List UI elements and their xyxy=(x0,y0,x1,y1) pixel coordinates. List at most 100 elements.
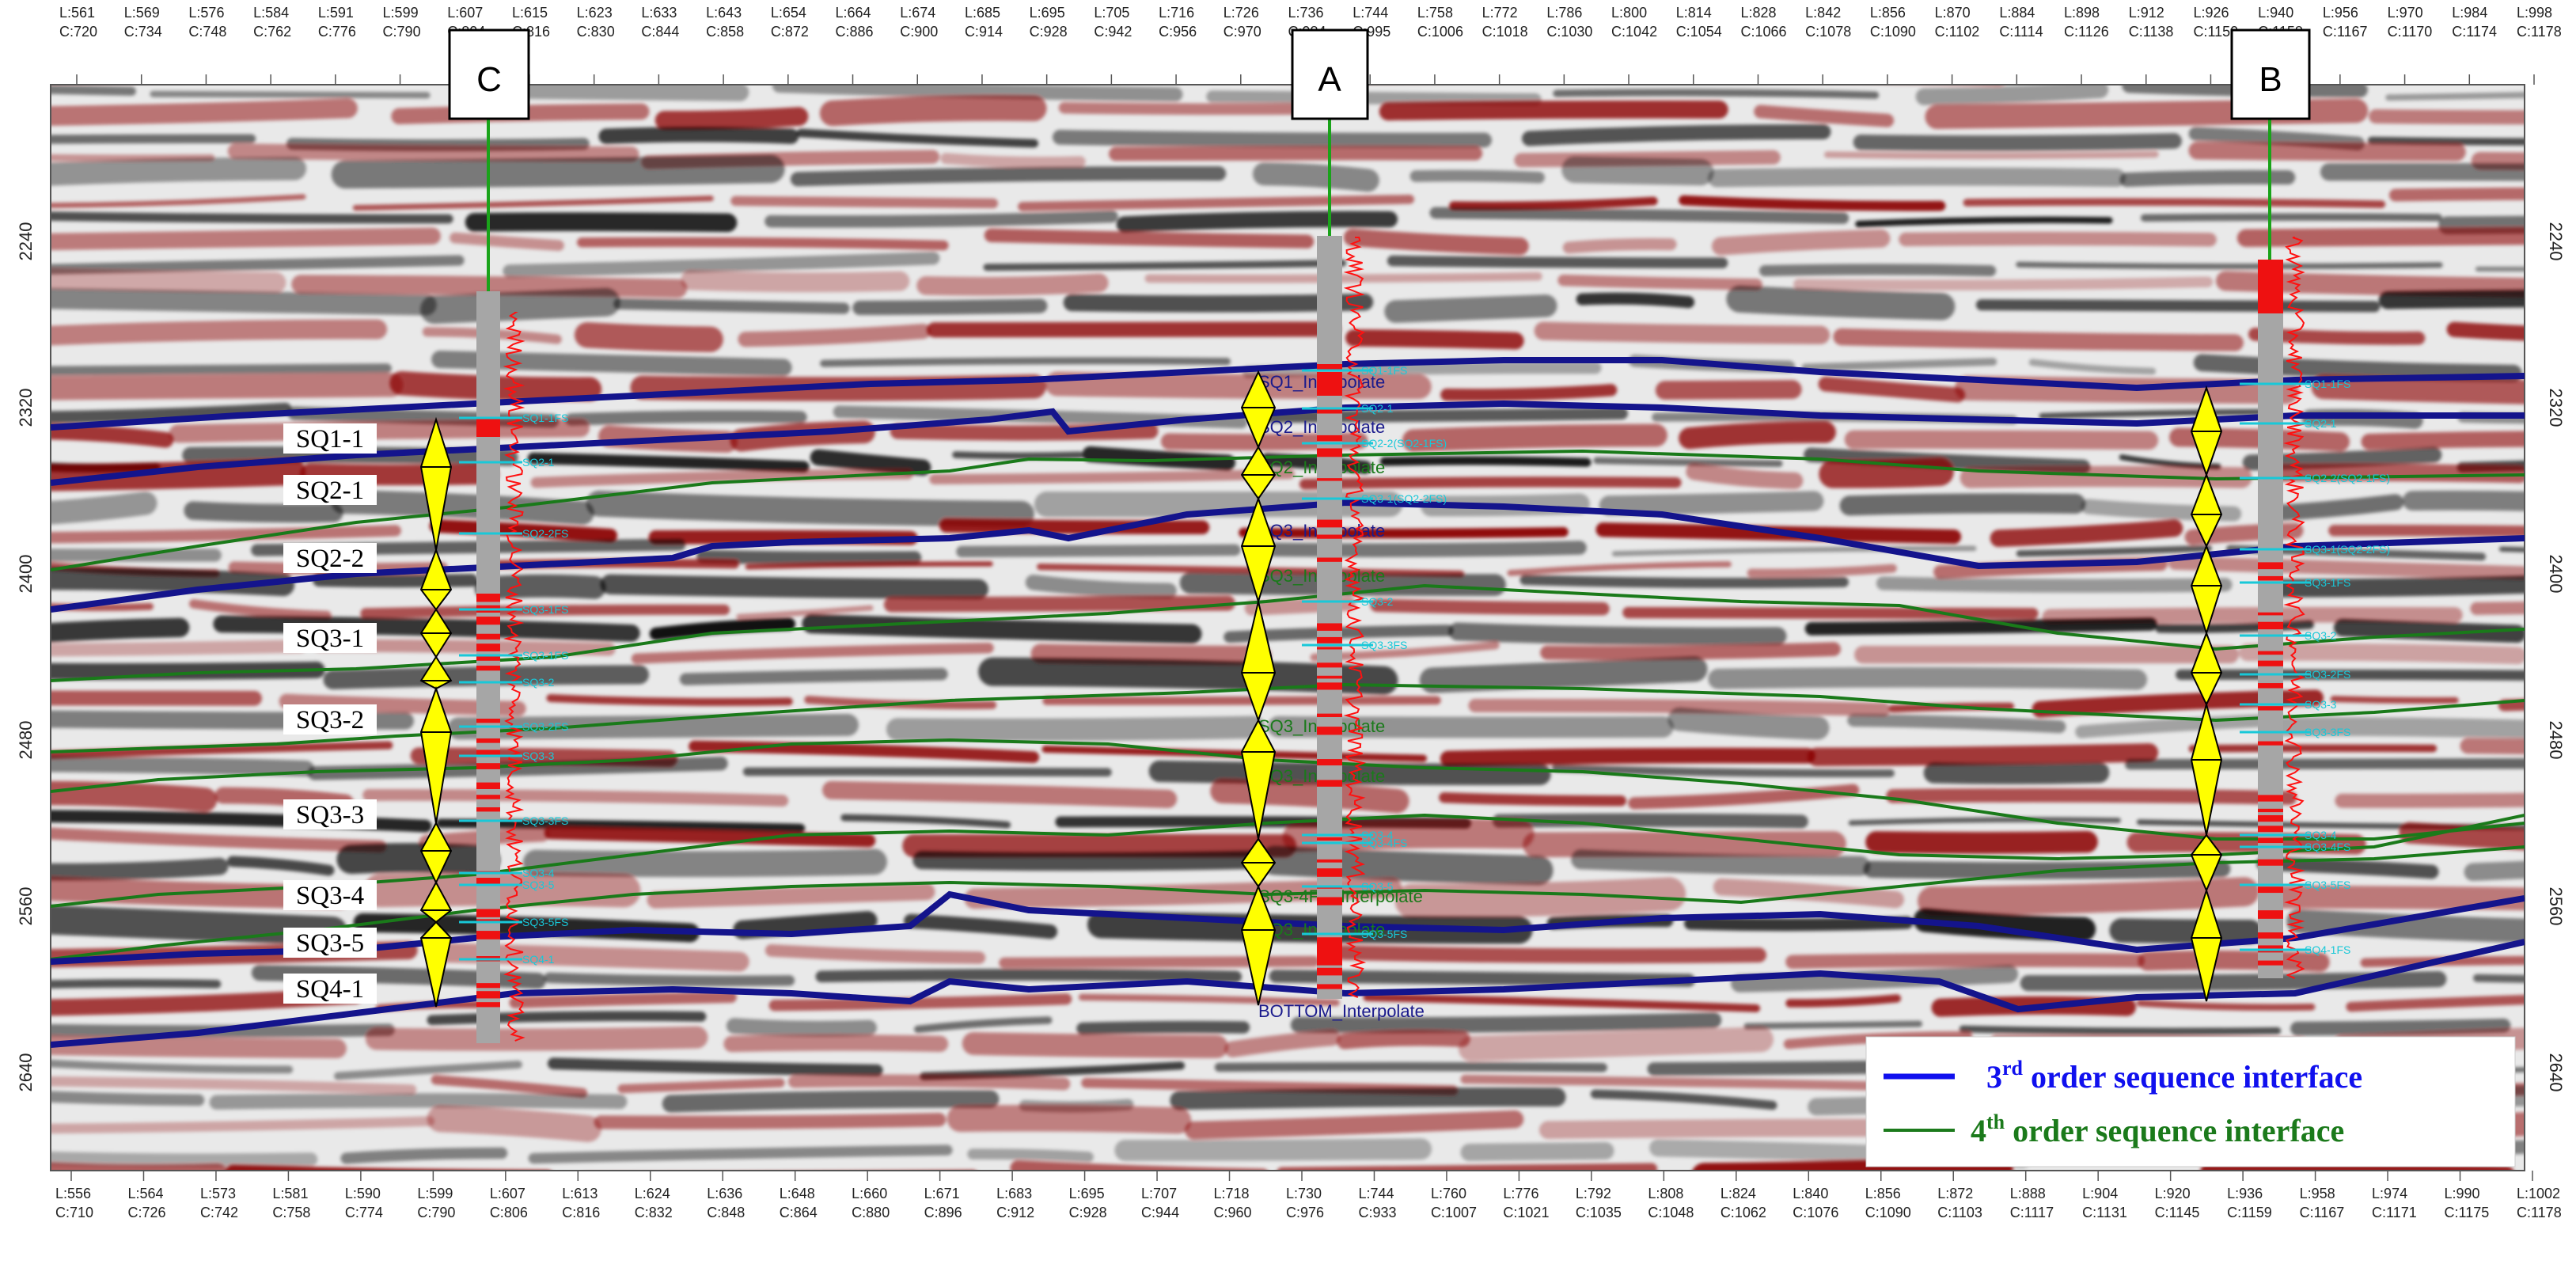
bottom-crossline-label: C:774 xyxy=(345,1205,383,1220)
seismic-event xyxy=(818,1169,976,1171)
seismic-event xyxy=(787,1074,1071,1091)
log-block xyxy=(476,418,500,437)
top-inline-label: L:926 xyxy=(2193,5,2229,21)
top-crossline-label: C:720 xyxy=(59,24,97,40)
seismic-event xyxy=(600,574,988,600)
bottom-inline-label: L:920 xyxy=(2155,1186,2191,1201)
bottom-inline-label: L:624 xyxy=(635,1186,670,1201)
seismic-event xyxy=(2438,215,2525,235)
bottom-crossline-label: C:1062 xyxy=(1720,1205,1766,1220)
sequence-label: SQ3-3 xyxy=(296,801,364,829)
seismic-event xyxy=(547,1057,883,1076)
sequence-label: SQ1-1 xyxy=(296,425,364,454)
third-order-horizon-3 xyxy=(51,499,2525,613)
marker-label: SQ3-1FS xyxy=(522,603,568,616)
seismic-event xyxy=(2378,289,2525,309)
log-block xyxy=(476,718,500,723)
seismic-event xyxy=(226,856,335,876)
seismic-event xyxy=(2028,359,2157,375)
log-block xyxy=(2258,741,2283,746)
bottom-inline-label: L:695 xyxy=(1069,1186,1105,1201)
seismic-event xyxy=(2125,758,2525,770)
top-crossline-label: C:1042 xyxy=(1611,24,1657,40)
top-inline-label: L:664 xyxy=(836,5,871,21)
top-inline-label: L:615 xyxy=(512,5,548,21)
bottom-crossline-label: C:726 xyxy=(127,1205,165,1220)
seismic-event xyxy=(546,694,793,707)
log-block xyxy=(1317,372,1342,396)
log-block xyxy=(476,807,500,812)
well-markers: SQ1-1FS SQ2-1 SQ2-2FS SQ3-1FS SQ3-1FS SQ3-2 SQ… xyxy=(459,364,2390,966)
sequence-label-bg xyxy=(283,423,377,454)
sequence-label: SQ3-1 xyxy=(296,624,364,653)
seismic-event xyxy=(1030,643,1272,666)
seismic-event xyxy=(51,602,154,611)
log-block xyxy=(476,909,500,917)
seismic-event xyxy=(1667,707,1830,740)
bottom-crossline-label: C:880 xyxy=(852,1205,890,1220)
top-inline-label: L:828 xyxy=(1740,5,1776,21)
log-block xyxy=(1317,647,1342,650)
marker-label: SQ3-5FS xyxy=(522,916,568,928)
seismic-event xyxy=(1449,196,1658,211)
sequence-label-bg xyxy=(283,475,377,505)
bottom-inline-label: L:607 xyxy=(490,1186,525,1201)
bottom-crossline-label: C:864 xyxy=(780,1205,818,1220)
log-block xyxy=(1317,435,1342,442)
bottom-crossline-label: C:742 xyxy=(200,1205,238,1220)
bottom-crossline-label: C:1175 xyxy=(2445,1205,2490,1220)
bottom-crossline-label: C:1167 xyxy=(2300,1205,2345,1220)
top-crossline-label: C:776 xyxy=(318,24,356,40)
seismic-event xyxy=(1785,994,1902,1008)
marker-label: SQ3-3 xyxy=(522,750,555,762)
top-crossline-label: C:886 xyxy=(836,24,874,40)
sequence-label-bg xyxy=(283,974,377,1004)
seismic-event xyxy=(1899,231,2217,247)
seismic-event xyxy=(1507,561,1732,576)
sequence-triangle xyxy=(419,920,453,1008)
seismic-event xyxy=(647,883,935,909)
bottom-inline-label: L:958 xyxy=(2300,1186,2335,1201)
seismic-event xyxy=(2140,213,2442,222)
seismic-event xyxy=(1963,198,2386,208)
seismic-event xyxy=(1440,384,1618,401)
bottom-crossline-label: C:1103 xyxy=(1937,1205,1982,1220)
seismic-event xyxy=(2200,1163,2514,1171)
marker-label: SQ3-2 xyxy=(1361,595,1394,608)
seismic-event xyxy=(2290,1018,2511,1036)
seismic-event xyxy=(51,319,388,346)
seismic-event xyxy=(1807,743,2159,766)
well-a-log-red xyxy=(1317,364,1342,989)
top-inline-label: L:898 xyxy=(2064,5,2100,21)
legend-box xyxy=(1865,1036,2516,1167)
seismic-event xyxy=(300,463,499,486)
seismic-event xyxy=(1915,85,2109,105)
seismic-event xyxy=(1363,993,1761,1012)
log-block xyxy=(476,931,500,939)
top-inline-label: L:956 xyxy=(2323,5,2358,21)
third-order-horizon-5 xyxy=(51,939,2525,1048)
right-time-axis: 2240 2320 2400 2480 2560 2640 xyxy=(2546,222,2566,1092)
bottom-crossline-label: C:790 xyxy=(417,1205,455,1220)
marker-label: SQ1-1FS xyxy=(2305,378,2350,390)
seismic-event xyxy=(420,287,620,325)
well-b-log-red xyxy=(2258,260,2283,966)
seismic-event xyxy=(51,979,222,989)
bottom-crossline-label: C:1007 xyxy=(1431,1205,1477,1220)
top-crossline-label: C:1138 xyxy=(2129,24,2174,40)
seismic-event xyxy=(331,154,785,189)
seismic-event xyxy=(929,469,1295,484)
log-block xyxy=(476,919,500,922)
log-block xyxy=(1317,534,1342,539)
log-block xyxy=(1317,407,1342,414)
seismic-event xyxy=(2016,545,2212,557)
seismic-event xyxy=(51,780,218,812)
seismic-event xyxy=(2464,860,2525,882)
seismic-event xyxy=(1052,129,1492,148)
bottom-crossline-label: C:928 xyxy=(1069,1205,1107,1220)
seismic-event xyxy=(1519,575,1849,589)
seismic-event xyxy=(474,574,606,600)
left-time-label: 2240 xyxy=(16,222,36,261)
well-c-header xyxy=(448,28,530,120)
log-block xyxy=(1317,557,1342,562)
